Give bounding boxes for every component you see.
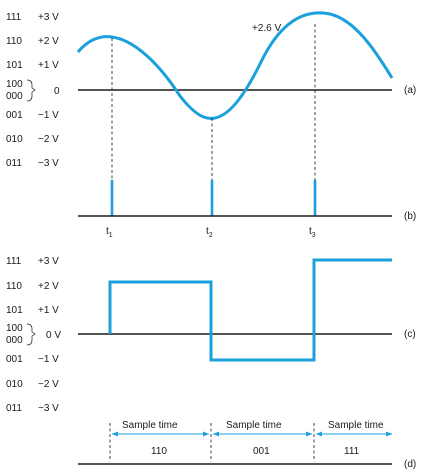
level-code-010-c: 010 [6, 379, 23, 390]
time-label-t2: t2 [206, 226, 213, 239]
level-code-010-a: 010 [6, 134, 23, 145]
level-volt-minus2-c: −2 V [38, 379, 59, 390]
sample-interval-arrow-1 [112, 431, 209, 437]
sample-interval-arrow-3 [316, 431, 392, 437]
level-code-000-a: 000 [6, 91, 23, 102]
panel-c: 111 +3 V 110 +2 V 101 +1 V 100 000 0 V 0… [6, 256, 416, 414]
level-volt-plus3-c: +3 V [38, 256, 59, 267]
quantized-waveform [108, 258, 392, 362]
panel-label-d: (d) [404, 459, 416, 470]
level-volt-minus3-c: −3 V [38, 403, 59, 414]
level-code-001-a: 001 [6, 110, 23, 121]
level-code-101-a: 101 [6, 60, 23, 71]
level-volt-minus1-a: −1 V [38, 110, 59, 121]
sample-time-label-1: Sample time [122, 420, 178, 431]
time-label-t1: t1 [106, 226, 113, 239]
level-volt-plus1-a: +1 V [38, 60, 59, 71]
sample-time-label-3: Sample time [328, 420, 384, 431]
sample-code-1: 110 [151, 446, 167, 457]
sampling-guides [111, 24, 316, 180]
level-code-110-c: 110 [6, 281, 22, 292]
sample-interval-arrow-2 [213, 431, 312, 437]
level-code-000-c: 000 [6, 335, 23, 346]
level-volt-zero-a: 0 [54, 86, 60, 97]
level-volt-plus1-c: +1 V [38, 305, 59, 316]
level-volt-minus2-a: −2 V [38, 134, 59, 145]
level-volt-zero-c: 0 V [46, 330, 61, 341]
analog-waveform [76, 11, 394, 120]
time-label-t3: t3 [309, 226, 316, 239]
panel-label-a: (a) [404, 85, 416, 96]
level-code-100-c: 100 [6, 323, 23, 334]
brace-icon-a [26, 79, 36, 102]
level-code-111-c: 111 [6, 256, 22, 267]
level-code-110-a: 110 [6, 36, 22, 47]
level-volt-minus3-a: −3 V [38, 158, 59, 169]
sample-code-2: 001 [253, 446, 270, 457]
level-code-100-a: 100 [6, 79, 23, 90]
level-code-001-c: 001 [6, 354, 23, 365]
peak-label: +2.6 V [252, 23, 282, 34]
sample-time-label-2: Sample time [226, 420, 282, 431]
panel-label-b: (b) [404, 211, 416, 222]
level-code-011-c: 011 [6, 403, 22, 414]
level-volt-minus1-c: −1 V [38, 354, 59, 365]
level-code-111-a: 111 [6, 12, 22, 23]
panel-d: Sample time Sample time Sample time 110 … [78, 420, 416, 470]
level-code-101-c: 101 [6, 305, 23, 316]
level-volt-plus3-a: +3 V [38, 12, 59, 23]
panel-label-c: (c) [404, 329, 416, 340]
panel-b: t1 t2 t3 (b) [78, 180, 416, 239]
brace-icon-c [26, 323, 36, 346]
level-volt-plus2-c: +2 V [38, 281, 59, 292]
level-volt-plus2-a: +2 V [38, 36, 59, 47]
level-code-011-a: 011 [6, 158, 22, 169]
panel-a: 111 +3 V 110 +2 V 101 +1 V 100 000 0 001… [6, 11, 416, 169]
sample-code-3: 111 [344, 446, 360, 457]
